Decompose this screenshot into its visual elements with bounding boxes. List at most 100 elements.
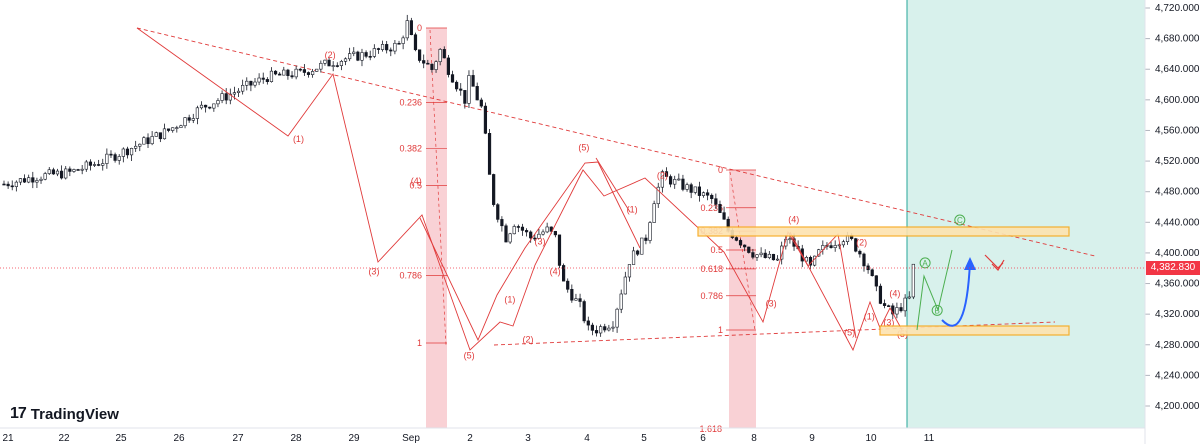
wave-label: (3) — [368, 266, 379, 276]
fib1-label: 0.786 — [399, 271, 422, 281]
candle-body — [603, 326, 607, 331]
fib2-extra-label: 1.618 — [699, 424, 722, 434]
candle-body — [512, 226, 516, 235]
x-tick-label: 2 — [467, 433, 473, 444]
candle-body — [549, 226, 553, 232]
candle-body — [870, 269, 874, 277]
projection-circle — [954, 214, 966, 226]
candle-body — [697, 186, 701, 196]
candle-body — [183, 117, 187, 127]
candle-body — [775, 258, 780, 261]
wave-label: (5) — [844, 328, 855, 338]
candle-body — [166, 128, 171, 131]
candle-body — [60, 170, 64, 179]
candle-body — [397, 42, 401, 45]
candle-body — [224, 93, 228, 101]
candle-body — [582, 301, 586, 322]
candle-body — [611, 326, 615, 329]
candle-body — [895, 307, 899, 315]
x-tick-label: Sep — [402, 433, 420, 444]
x-tick-label: 21 — [2, 433, 14, 444]
y-tick-label: 4,520.000 — [1155, 156, 1200, 167]
candle-body — [315, 68, 319, 72]
candle-body — [755, 254, 759, 258]
candle-body — [529, 231, 533, 239]
projection-path — [916, 249, 953, 331]
candle-body — [417, 49, 422, 61]
fib2-label: 0.786 — [700, 291, 723, 301]
candle-body — [533, 237, 537, 240]
candle-body — [438, 49, 442, 63]
candles — [2, 14, 915, 337]
candle-body — [146, 137, 150, 145]
tradingview-logo-icon: 17 — [10, 405, 27, 422]
trendlines — [136, 27, 1096, 346]
candle-body — [833, 245, 837, 248]
candle-body — [780, 245, 784, 260]
candle-body — [516, 226, 520, 228]
x-tick-label: 28 — [290, 433, 302, 444]
candle-body — [323, 59, 327, 64]
candle-body — [668, 176, 673, 185]
wave-label: (1) — [504, 295, 515, 305]
candle-body — [372, 48, 376, 57]
x-tick-label: 5 — [641, 433, 647, 444]
candle-body — [273, 70, 278, 75]
fib-band-2 — [729, 170, 756, 428]
candle-body — [562, 265, 566, 282]
candle-body — [335, 65, 339, 67]
candle-body — [471, 75, 475, 87]
candle-body — [508, 233, 512, 243]
wave-label: (2) — [657, 171, 668, 181]
wave-label: (1) — [864, 312, 875, 322]
candle-body — [364, 52, 368, 57]
candle-body — [241, 84, 245, 92]
projection-label: A — [922, 259, 928, 268]
candle-body — [27, 177, 31, 183]
candle-body — [376, 48, 381, 50]
candle-body — [743, 244, 747, 248]
candle-body — [356, 51, 360, 61]
candle-body — [195, 107, 199, 119]
candle-body — [862, 253, 866, 267]
candle-body — [714, 198, 718, 205]
candle-body — [39, 178, 43, 181]
candle-body — [311, 71, 315, 75]
candle-body — [747, 246, 751, 253]
candle-body — [125, 148, 130, 156]
candle-body — [302, 69, 306, 73]
candle-body — [619, 293, 623, 310]
y-tick-label: 4,320.000 — [1155, 309, 1200, 320]
candle-body — [804, 257, 808, 262]
candle-body — [545, 226, 549, 233]
candle-body — [553, 231, 557, 236]
candle-body — [265, 79, 269, 82]
candle-body — [179, 125, 183, 128]
fib1-label: 1 — [417, 338, 422, 348]
candle-body — [121, 148, 125, 157]
candle-body — [685, 184, 689, 190]
candle-body — [615, 308, 619, 328]
candle-body — [673, 179, 677, 185]
candle-body — [455, 81, 459, 90]
candle-body — [866, 265, 870, 271]
price-axis[interactable]: 4,200.000 4,240.000 4,280.000 4,320.000 4,36… — [1144, 0, 1200, 444]
candle-body — [138, 143, 142, 147]
candle-body — [216, 100, 220, 105]
resistance-box — [697, 226, 1070, 237]
candle-body — [644, 237, 648, 241]
candle-body — [718, 204, 722, 213]
candle-body — [368, 56, 372, 58]
candle-body — [767, 253, 771, 258]
wave-label: (3) — [766, 299, 777, 309]
candle-body — [652, 203, 656, 223]
candle-body — [636, 250, 640, 255]
candle-body — [701, 192, 706, 196]
x-tick-label: 4 — [584, 433, 590, 444]
time-axis[interactable]: 21 22 25 26 27 28 29 Sep 2 3 4 5 6 8 9 10 11 — [0, 427, 1145, 444]
candle-body — [339, 61, 344, 66]
candle-body — [681, 178, 685, 190]
candle-body — [18, 178, 23, 183]
wave-label: (2) — [856, 237, 867, 247]
